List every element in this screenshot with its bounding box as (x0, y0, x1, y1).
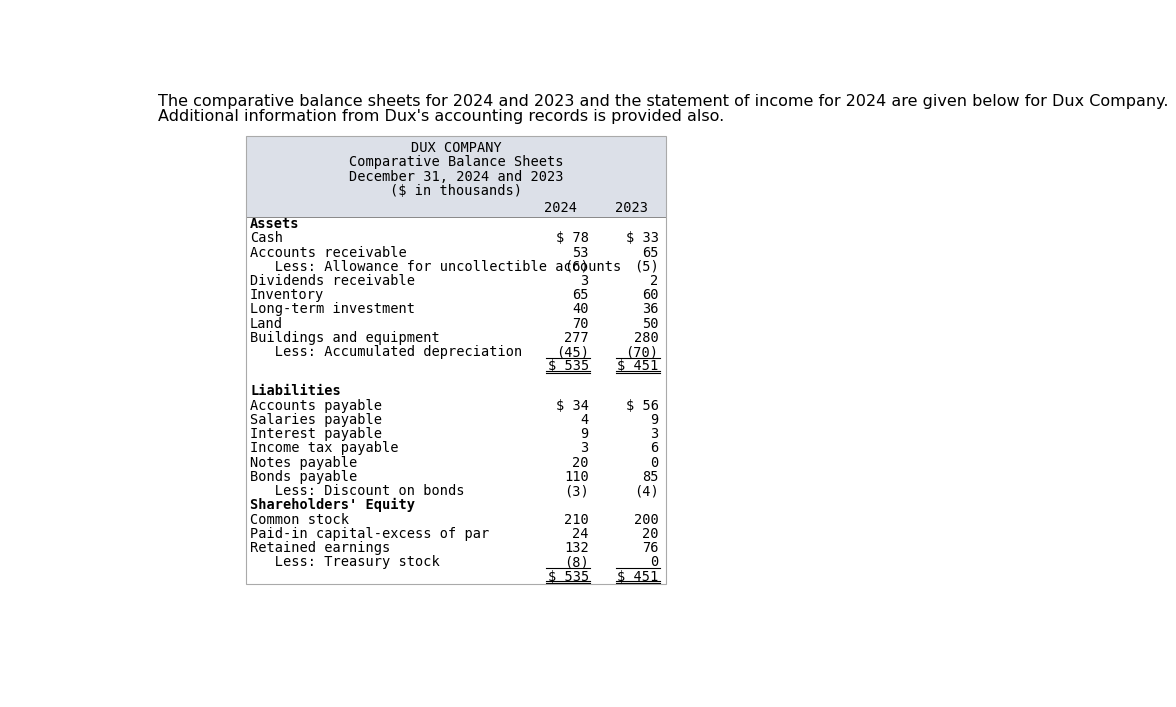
Text: 9: 9 (581, 427, 589, 441)
Text: 6: 6 (650, 441, 659, 455)
Text: 85: 85 (642, 470, 659, 484)
Text: 36: 36 (642, 303, 659, 317)
Text: Less: Treasury stock: Less: Treasury stock (250, 555, 440, 569)
Text: (4): (4) (634, 484, 659, 498)
Text: Common stock: Common stock (250, 513, 349, 527)
Text: Dividends receivable: Dividends receivable (250, 274, 415, 288)
Text: Interest payable: Interest payable (250, 427, 382, 441)
Text: Buildings and equipment: Buildings and equipment (250, 331, 440, 345)
Text: $ 535: $ 535 (548, 359, 589, 373)
Text: Land: Land (250, 317, 283, 331)
Text: $ 451: $ 451 (617, 570, 659, 583)
Text: Comparative Balance Sheets: Comparative Balance Sheets (349, 156, 563, 169)
Text: DUX COMPANY: DUX COMPANY (410, 141, 502, 155)
Text: 2024: 2024 (543, 201, 576, 215)
Text: 50: 50 (642, 317, 659, 331)
Text: 9: 9 (650, 413, 659, 427)
Text: Less: Allowance for uncollectible accounts: Less: Allowance for uncollectible accoun… (250, 259, 621, 274)
Text: Assets: Assets (250, 217, 300, 231)
Text: Cash: Cash (250, 231, 283, 245)
Text: 20: 20 (642, 527, 659, 541)
Text: $ 78: $ 78 (556, 231, 589, 245)
Text: Salaries payable: Salaries payable (250, 413, 382, 427)
Text: Shareholders' Equity: Shareholders' Equity (250, 498, 415, 513)
Text: 0: 0 (650, 555, 659, 569)
Text: Less: Discount on bonds: Less: Discount on bonds (250, 484, 465, 498)
Bar (246, 199, 667, 217)
Text: 65: 65 (642, 245, 659, 259)
Text: (5): (5) (634, 259, 659, 274)
Text: Accounts payable: Accounts payable (250, 399, 382, 413)
Text: (45): (45) (556, 345, 589, 359)
Text: Less: Accumulated depreciation: Less: Accumulated depreciation (250, 345, 522, 359)
Text: $ 56: $ 56 (626, 399, 659, 413)
Text: $ 33: $ 33 (626, 231, 659, 245)
Text: (70): (70) (626, 345, 659, 359)
Text: 24: 24 (573, 527, 589, 541)
Text: Retained earnings: Retained earnings (250, 541, 390, 555)
Text: Paid-in capital-excess of par: Paid-in capital-excess of par (250, 527, 489, 541)
Text: 277: 277 (564, 331, 589, 345)
Text: Accounts receivable: Accounts receivable (250, 245, 407, 259)
Text: Income tax payable: Income tax payable (250, 441, 399, 455)
Text: 20: 20 (573, 455, 589, 469)
Text: 3: 3 (581, 441, 589, 455)
Bar (246, 136, 667, 584)
Text: Inventory: Inventory (250, 288, 325, 303)
Text: 4: 4 (581, 413, 589, 427)
Text: Liabilities: Liabilities (250, 385, 341, 399)
Text: The comparative balance sheets for 2024 and 2023 and the statement of income for: The comparative balance sheets for 2024 … (158, 94, 1168, 109)
Text: 60: 60 (642, 288, 659, 303)
Text: 70: 70 (573, 317, 589, 331)
Text: $ 34: $ 34 (556, 399, 589, 413)
Text: December 31, 2024 and 2023: December 31, 2024 and 2023 (349, 170, 563, 184)
Text: 40: 40 (573, 303, 589, 317)
Bar (246, 136, 667, 199)
Text: 0: 0 (650, 455, 659, 469)
Text: 3: 3 (581, 274, 589, 288)
Text: 110: 110 (564, 470, 589, 484)
Text: ($ in thousands): ($ in thousands) (390, 184, 522, 198)
Text: $ 451: $ 451 (617, 359, 659, 373)
Text: 280: 280 (634, 331, 659, 345)
Text: 132: 132 (564, 541, 589, 555)
Text: 53: 53 (573, 245, 589, 259)
Text: Notes payable: Notes payable (250, 455, 358, 469)
Text: 2: 2 (650, 274, 659, 288)
Text: Long-term investment: Long-term investment (250, 303, 415, 317)
Text: (3): (3) (564, 484, 589, 498)
Text: Additional information from Dux's accounting records is provided also.: Additional information from Dux's accoun… (158, 109, 724, 124)
Text: (8): (8) (564, 555, 589, 569)
Text: (6): (6) (564, 259, 589, 274)
Text: 76: 76 (642, 541, 659, 555)
Text: 2023: 2023 (615, 201, 648, 215)
Text: $ 535: $ 535 (548, 570, 589, 583)
Text: 65: 65 (573, 288, 589, 303)
Text: 200: 200 (634, 513, 659, 527)
Text: 210: 210 (564, 513, 589, 527)
Text: 3: 3 (650, 427, 659, 441)
Text: Bonds payable: Bonds payable (250, 470, 358, 484)
